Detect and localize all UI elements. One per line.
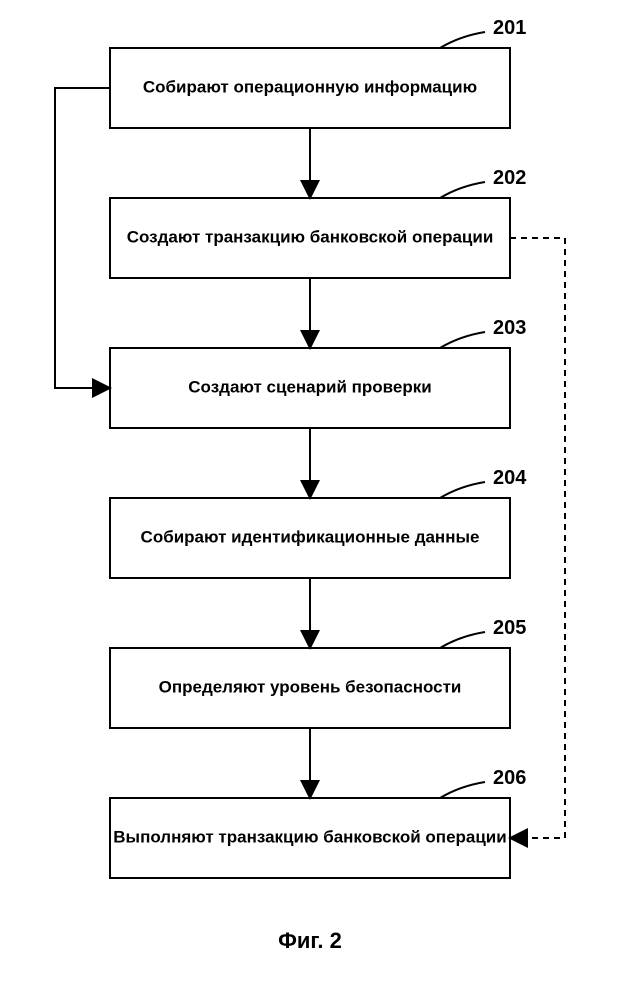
side-edge (55, 88, 110, 388)
node-number: 204 (493, 467, 527, 489)
node-number: 202 (493, 167, 526, 189)
node-label: Выполняют транзакцию банковской операции (113, 827, 506, 846)
node-label: Создают транзакцию банковской операции (127, 227, 494, 246)
node-number: 203 (493, 317, 526, 339)
callout-line (440, 32, 485, 48)
flowchart-node: Выполняют транзакцию банковской операции… (110, 767, 526, 878)
flowchart-node: Собирают идентификационные данные 204 (110, 467, 527, 578)
node-label: Определяют уровень безопасности (159, 677, 462, 696)
flowchart-node: Определяют уровень безопасности 205 (110, 617, 526, 728)
node-label: Создают сценарий проверки (188, 377, 431, 396)
callout-line (440, 332, 485, 348)
flowchart-node: Создают транзакцию банковской операции 20… (110, 167, 526, 278)
flowchart-figure: Собирают операционную информацию 201 Созда… (0, 0, 629, 999)
flowchart-node: Собирают операционную информацию 201 (110, 17, 526, 128)
figure-caption: Фиг. 2 (278, 928, 342, 953)
node-label: Собирают операционную информацию (143, 77, 477, 96)
callout-line (440, 182, 485, 198)
callout-line (440, 482, 485, 498)
node-number: 201 (493, 17, 526, 39)
flowchart-node: Создают сценарий проверки 203 (110, 317, 526, 428)
callout-line (440, 782, 485, 798)
node-number: 205 (493, 617, 526, 639)
callout-line (440, 632, 485, 648)
node-number: 206 (493, 767, 526, 789)
node-label: Собирают идентификационные данные (141, 527, 480, 546)
